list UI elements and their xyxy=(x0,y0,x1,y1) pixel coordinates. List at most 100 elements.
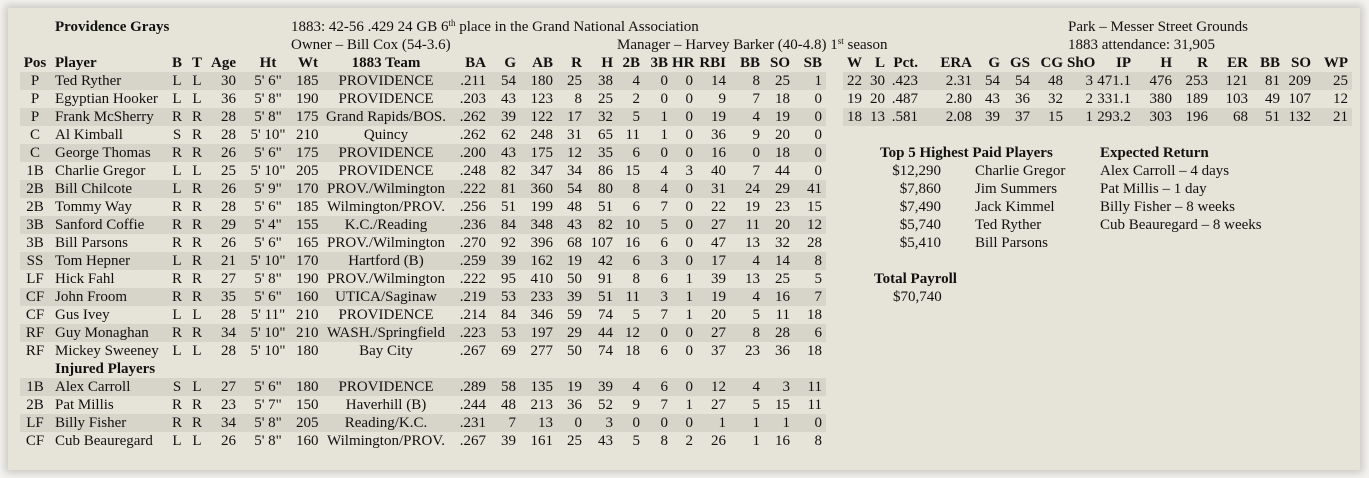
cell: 189 xyxy=(1185,91,1209,107)
cell: 38 xyxy=(586,72,617,90)
column-header: ERA xyxy=(940,55,972,71)
column-header: G xyxy=(504,55,516,71)
cell: 199 xyxy=(530,199,554,215)
cell: 25 xyxy=(764,72,794,90)
cell: 26 xyxy=(208,144,240,162)
cell: 5' 6" xyxy=(240,378,296,396)
cell: 43 xyxy=(985,91,1000,107)
cell: 3 xyxy=(644,252,672,270)
cell: 7 xyxy=(752,91,761,107)
cell: 47 xyxy=(711,235,726,251)
cell: 5' 8" xyxy=(254,433,282,449)
cell: 25 xyxy=(557,72,586,90)
cell: 36 xyxy=(711,127,726,143)
salary: $5,410 xyxy=(899,235,941,251)
cell: .222 xyxy=(459,271,486,287)
owner: Owner – Bill Cox (54-3.6) xyxy=(291,37,451,53)
cell: 5 xyxy=(644,216,672,234)
cell: Ted Ryther xyxy=(50,72,168,90)
cell: 205 xyxy=(296,163,319,179)
cell: 0 xyxy=(660,91,669,107)
cell: 5 xyxy=(752,307,761,323)
cell: 0 xyxy=(672,324,697,342)
cell: R xyxy=(186,414,208,432)
cell: 0 xyxy=(672,144,697,162)
cell: R xyxy=(168,108,186,126)
cell: 9 xyxy=(718,91,727,107)
cell: WASH./Springfield xyxy=(322,324,450,342)
spacer xyxy=(20,360,50,378)
place-text: place in the Grand National Association xyxy=(455,19,699,35)
cell: 2B xyxy=(26,199,44,215)
cell: 175 xyxy=(520,144,557,162)
cell: R xyxy=(186,216,208,234)
cell: 0 xyxy=(672,180,697,198)
column-header: H xyxy=(1160,55,1172,71)
cell: PROV./Wilmington xyxy=(327,235,445,251)
cell: C xyxy=(20,144,50,162)
cell: L xyxy=(192,433,202,449)
cell: 68 xyxy=(1212,108,1252,126)
cell: 476 xyxy=(1135,72,1176,90)
cell: 17 xyxy=(557,108,586,126)
cell: .256 xyxy=(459,199,486,215)
cell: 25 xyxy=(775,271,790,287)
cell: 210 xyxy=(296,307,319,323)
cell: 82 xyxy=(586,216,617,234)
cell: 5' 10" xyxy=(250,163,286,179)
cell: 29 xyxy=(208,216,240,234)
salary: $7,490 xyxy=(899,199,941,215)
cell: 170 xyxy=(296,252,322,270)
cell: 5' 4" xyxy=(240,216,296,234)
cell: 3 xyxy=(586,414,617,432)
cell: 49 xyxy=(1265,91,1280,107)
cell: L xyxy=(172,343,182,359)
cell: 37 xyxy=(711,343,726,359)
cell: R xyxy=(186,144,208,162)
cell: R xyxy=(191,235,202,251)
cell: 5 xyxy=(752,397,761,413)
cell: 26 xyxy=(221,433,236,449)
cell: 43 xyxy=(598,433,613,449)
cell: 7 xyxy=(660,397,669,413)
cell: 6 xyxy=(660,235,669,251)
cell: 18 xyxy=(807,343,822,359)
column-header: W xyxy=(847,55,862,71)
cell: 74 xyxy=(598,307,613,323)
cell: C xyxy=(29,127,40,143)
column-header: HR xyxy=(672,55,695,71)
paid-player: Jack Kimmel xyxy=(975,199,1055,215)
cell: .289 xyxy=(450,378,490,396)
cell: 8 xyxy=(814,433,823,449)
team-name: Providence Grays xyxy=(55,19,170,35)
cell: 5' 10" xyxy=(240,252,296,270)
cell: 11 xyxy=(625,127,640,143)
cell: 43 xyxy=(557,216,586,234)
column-header: Player xyxy=(55,55,97,71)
cell: L xyxy=(172,91,182,107)
cell: 5' 11" xyxy=(250,307,286,323)
cell: .267 xyxy=(459,343,486,359)
cell: 190 xyxy=(296,271,319,287)
injured-player-row: CF Cub Beauregard L L 26 5' 8" 160 Wilmington/P… xyxy=(20,432,826,450)
manager-suffix: st xyxy=(837,36,844,46)
cell: 54 xyxy=(1004,72,1034,90)
cell: 175 xyxy=(296,108,322,126)
cell: 51 xyxy=(586,288,617,306)
cell: 32 xyxy=(1048,91,1063,107)
cell: Charlie Gregor xyxy=(55,163,146,179)
cell: 5' 6" xyxy=(240,144,296,162)
cell: 43 xyxy=(501,91,516,107)
cell: 21 xyxy=(208,252,240,270)
cell: Wilmington/PROV. xyxy=(327,433,445,449)
cell: 348 xyxy=(520,216,557,234)
cell: R xyxy=(186,252,208,270)
column-header: GS xyxy=(1009,55,1030,71)
column-header: 3B xyxy=(650,55,668,71)
player-row: RF Guy Monaghan R R 34 5' 10" 210 WASH./Springf… xyxy=(20,324,826,342)
cell: 25 xyxy=(221,163,236,179)
manager-text: Manager – Harvey Barker (40-4.8) 1 xyxy=(617,37,838,53)
cell: 0 xyxy=(685,91,694,107)
cell: 84 xyxy=(490,216,520,234)
player-row: RF Mickey Sweeney L L 28 5' 10" 180 Bay City .26… xyxy=(20,342,826,360)
